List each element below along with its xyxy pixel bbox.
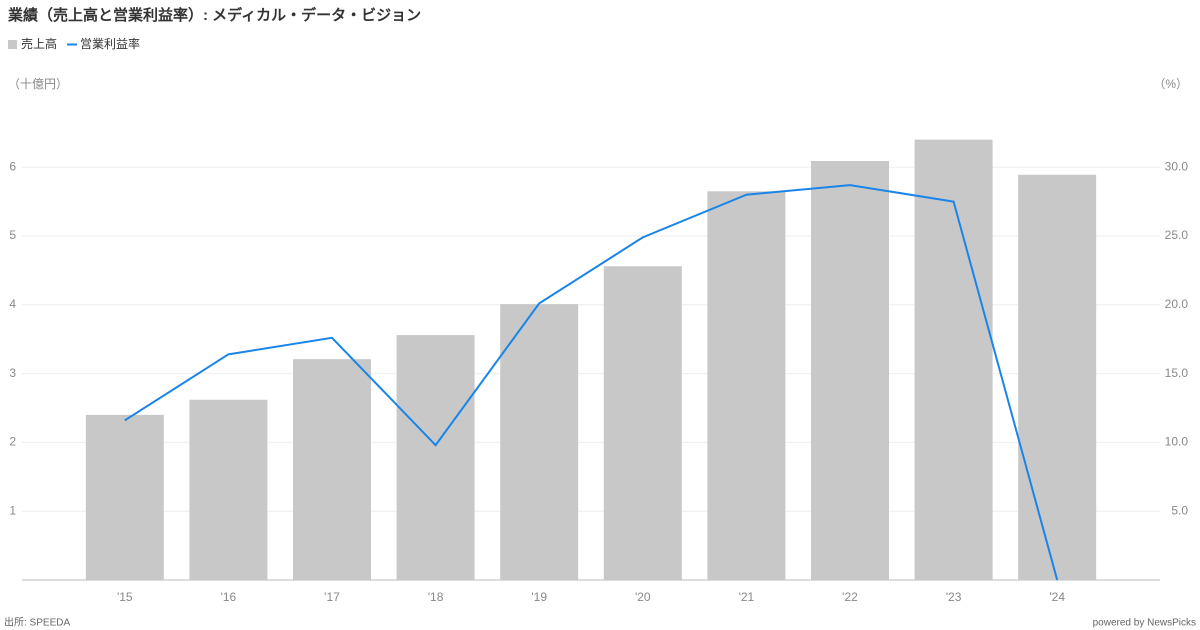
source: 出所: SPEEDA [4, 616, 70, 629]
x-tick-label: '24 [1049, 590, 1065, 604]
y-tick-label: 1 [9, 503, 16, 517]
line [124, 184, 1059, 581]
bar [707, 191, 786, 580]
legend-label: 営業利益率 [80, 36, 140, 51]
bar [914, 139, 993, 580]
chart-title: 業績（売上高と営業利益率）: メディカル・データ・ビジョン [7, 6, 421, 24]
x-tick-label: '18 [428, 590, 444, 604]
y2-tick-label: 5.0 [1171, 503, 1188, 517]
y2-tick-label: 10.0 [1165, 435, 1189, 449]
x-tick-label: '19 [531, 590, 547, 604]
y-tick-label: 6 [9, 159, 16, 173]
y-axis-label: （十億円） [8, 77, 68, 91]
x-tick-label: '16 [221, 590, 237, 604]
x-tick-label: '21 [739, 590, 755, 604]
x-tick-label: '15 [117, 590, 133, 604]
bar [293, 359, 371, 580]
bar [396, 335, 475, 580]
bar [811, 161, 889, 580]
y2-tick-label: 15.0 [1165, 366, 1189, 380]
y2-tick-label: 20.0 [1165, 297, 1189, 311]
bar [500, 304, 579, 580]
x-tick-label: '23 [946, 590, 962, 604]
legend-swatch [8, 40, 17, 49]
bar [189, 399, 268, 580]
legend-label: 売上高 [21, 36, 57, 51]
y-tick-label: 2 [9, 435, 16, 449]
x-tick-label: '22 [842, 590, 858, 604]
bar [1018, 174, 1097, 580]
y-tick-label: 5 [9, 228, 16, 242]
y2-tick-label: 25.0 [1165, 228, 1189, 242]
bar [85, 414, 164, 580]
y-tick-label: 4 [9, 297, 16, 311]
y2-tick-label: 30.0 [1165, 159, 1189, 173]
x-tick-label: '17 [324, 590, 340, 604]
credit: powered by NewsPicks [1093, 618, 1196, 629]
x-tick-label: '20 [635, 590, 651, 604]
y2-axis-label: （%） [1153, 77, 1188, 91]
bar [603, 266, 682, 580]
y-tick-label: 3 [9, 366, 16, 380]
